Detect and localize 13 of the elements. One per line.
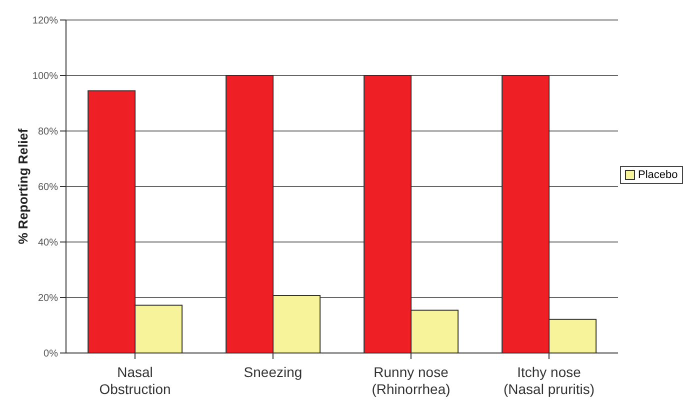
- legend-label: Placebo: [638, 169, 678, 181]
- y-tick-label: 20%: [38, 293, 58, 304]
- x-tick-label: Sneezing: [244, 364, 302, 380]
- x-tick-label: Runny nose (Rhinorrhea): [372, 364, 450, 397]
- y-tick-label: 0%: [44, 348, 58, 360]
- y-tick-label: 60%: [38, 182, 58, 194]
- y-tick-label: 80%: [38, 126, 58, 138]
- y-axis-title: % Reporting Relief: [16, 128, 31, 244]
- y-tick-label: 120%: [32, 16, 58, 27]
- x-tick-label: Nasal Obstruction: [99, 364, 171, 397]
- y-tick-label: 40%: [38, 238, 58, 249]
- y-tick-label: 100%: [32, 71, 58, 82]
- x-tick-label: Itchy nose (Nasal pruritis): [503, 364, 595, 397]
